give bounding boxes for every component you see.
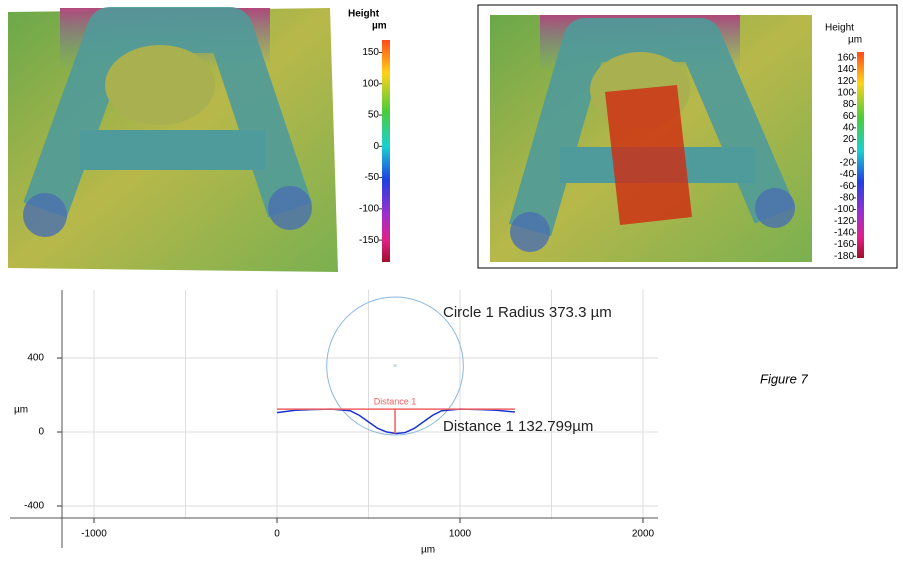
colorbar-tick-label: -40 [840,169,855,180]
colorbar-tick-label: 140 [837,64,854,75]
colorbar-tick-label: -160 [834,239,854,250]
x-tick-label: 2000 [632,529,655,540]
colorbar-tick-label: 50 [368,110,380,121]
colorbar-tick-label: 120 [837,76,854,87]
x-tick-label: 0 [274,529,280,540]
figure-caption: Figure 7 [760,371,808,386]
colorbar-tick-label: -80 [840,193,855,204]
height-map [490,15,812,262]
colorbar-tick-label: 100 [362,78,379,89]
x-tick-label: 1000 [449,529,472,540]
colorbar-tick-label: 20 [843,134,855,145]
colorbar [857,52,864,258]
colorbar-tick-label: 150 [362,47,379,58]
colorbar-ticks: 160140120100806040200-20-40-60-80-100-12… [834,52,856,261]
colorbar-title: Height [348,9,380,20]
circle-label: Circle 1 Radius 373.3 µm [443,304,612,321]
colorbar-unit: µm [372,21,387,32]
colorbar-ticks: 150 100 50 0 -50 -100 -150 [359,47,382,246]
colorbar-tick-label: -140 [834,228,854,239]
center-marker: × [393,363,397,370]
height-map [8,8,338,272]
colorbar-tick-label: -180 [834,251,854,262]
colorbar-tick-label: 0 [848,146,854,157]
colorbar-tick-label: -100 [834,204,854,215]
y-tick-label: 0 [38,427,44,438]
colorbar-tick-label: 0 [373,141,379,152]
colorbar-tick-label: -60 [840,181,855,192]
colorbar-unit: µm [848,35,862,46]
y-tick-label: 400 [27,353,44,364]
colorbar-tick-label: 160 [837,52,854,63]
colorbar-tick-label: -20 [840,158,855,169]
colorbar-tick-label: 40 [843,123,855,134]
colorbar-tick-label: -150 [359,235,379,246]
colorbar-tick-label: 100 [837,87,854,98]
figure: Height µm 150 100 50 0 -50 -100 -150 Height µm… [0,0,903,558]
x-axis-label: µm [421,545,435,556]
colorbar-tick-label: 60 [843,111,855,122]
colorbar [382,40,390,262]
y-tick-label: -400 [24,501,44,512]
colorbar-tick-label: 80 [843,99,855,110]
colorbar-tick-label: -120 [834,216,854,227]
y-axis-label: µm [14,405,28,416]
colorbar-tick-label: -50 [365,172,380,183]
distance-label: Distance 1 132.799µm [443,418,593,435]
colorbar-title: Height [825,23,854,34]
profile-chart: -1000 0 1000 2000 -400 0 400 µm µm × Circle 1 Radi… [10,290,658,556]
x-tick-label: -1000 [81,529,107,540]
distance-name: Distance 1 [374,396,417,406]
colorbar-tick-label: -100 [359,203,379,214]
